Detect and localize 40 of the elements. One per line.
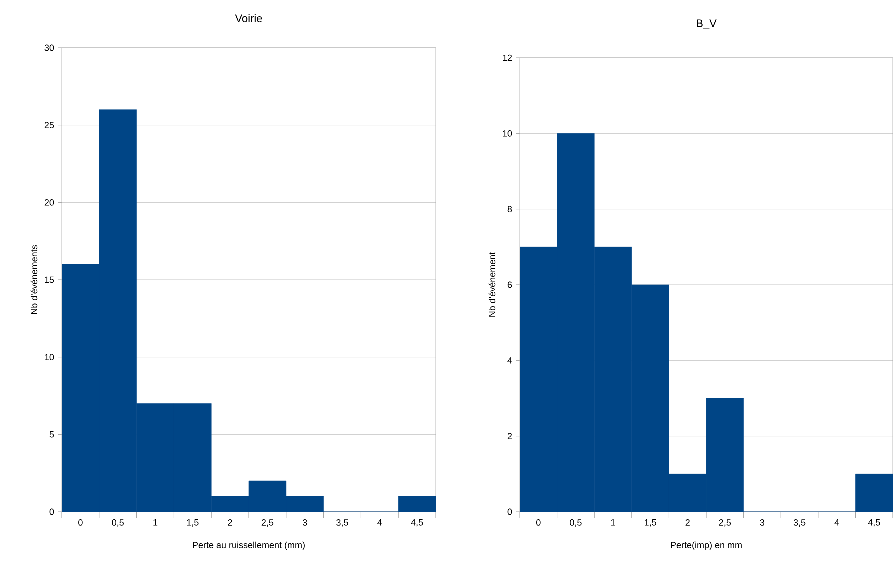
x-tick-label: 0 (536, 520, 541, 526)
y-tick-label: 15 (45, 276, 54, 284)
x-tick-label: 2,5 (262, 520, 274, 527)
y-tick-label: 4 (508, 358, 512, 364)
y-tick-label: 10 (45, 354, 54, 361)
x-tick-label: 4 (834, 520, 840, 526)
y-tick-label: 25 (44, 122, 54, 129)
y-axis-title: Nb d'événement (488, 252, 496, 317)
x-tick-label: 3,5 (336, 520, 348, 527)
x-tick-label: 4,5 (411, 520, 424, 527)
x-tick-label: 4 (378, 520, 382, 526)
x-tick-label: 2 (686, 520, 690, 526)
x-tick-label: 0,5 (112, 520, 124, 527)
y-tick-label: 8 (508, 206, 512, 213)
x-tick-label: 1,5 (187, 520, 199, 527)
y-tick-label: 20 (44, 199, 54, 206)
x-tick-label: 0 (78, 520, 83, 526)
x-axis-title: Perte au ruissellement (mm) (193, 542, 305, 550)
chart-title: Voirie (235, 14, 262, 22)
y-tick-label: 5 (50, 432, 54, 438)
x-tick-label: 3,5 (794, 520, 806, 527)
y-tick-label: 30 (44, 44, 54, 52)
x-axis-title: Perte(imp) en mm (671, 542, 742, 550)
x-tick-label: 2 (228, 520, 232, 526)
y-axis-title: Nb d'événements (30, 245, 38, 314)
x-tick-label: 1,5 (644, 520, 656, 527)
y-tick-label: 10 (503, 130, 512, 137)
y-tick-label: 0 (50, 508, 54, 516)
x-tick-label: 1 (611, 520, 616, 526)
x-tick-label: 1 (154, 520, 158, 526)
x-tick-label: 4,5 (868, 520, 880, 527)
y-tick-label: 12 (503, 54, 512, 62)
y-tick-label: 2 (508, 433, 512, 440)
y-tick-label: 0 (508, 508, 512, 516)
x-tick-label: 2,5 (719, 520, 732, 527)
chart-title: B_V (697, 20, 717, 30)
x-tick-label: 3 (302, 520, 308, 526)
x-tick-label: 3 (760, 520, 765, 526)
y-tick-label: 6 (508, 282, 512, 288)
x-tick-label: 0,5 (570, 520, 582, 527)
